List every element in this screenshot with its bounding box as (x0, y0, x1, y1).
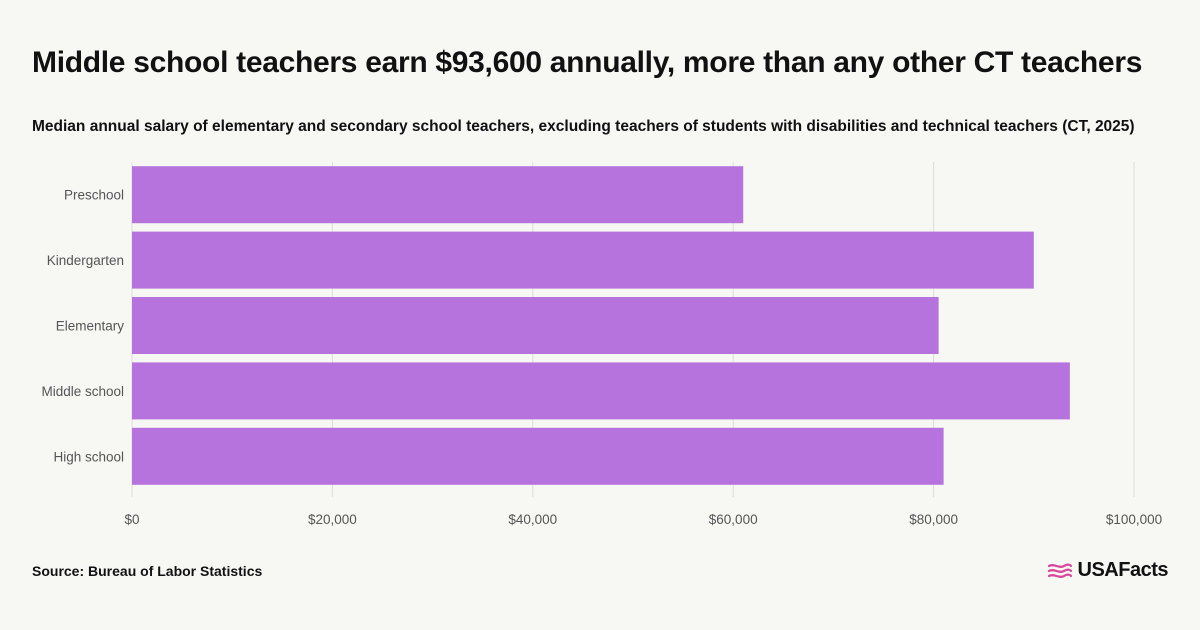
logo-text: USAFacts (1077, 559, 1169, 581)
usafacts-logo: USAFacts (1047, 559, 1169, 582)
x-axis-tick-labels: $0 $20,000 $40,000 $60,000 $80,000 $100,000 (124, 512, 1162, 527)
bars (132, 166, 1070, 485)
x-tick-label: $80,000 (909, 512, 958, 527)
bar-preschool (132, 166, 744, 224)
x-tick-label: $0 (124, 512, 139, 527)
category-label: High school (53, 449, 124, 464)
category-labels: Preschool Kindergarten Elementary Middle sc… (41, 188, 124, 465)
source-note: Source: Bureau of Labor Statistics (32, 563, 263, 579)
category-label: Kindergarten (47, 253, 124, 268)
x-tick-label: $60,000 (709, 512, 758, 527)
category-label: Elementary (56, 319, 125, 334)
bar-middle-school (132, 362, 1070, 420)
category-label: Middle school (41, 384, 124, 399)
category-label: Preschool (64, 188, 124, 203)
bar-chart: Preschool Kindergarten Elementary Middle sc… (41, 162, 1162, 527)
x-tick-label: $100,000 (1106, 512, 1162, 527)
chart-subtitle: Median annual salary of elementary and s… (32, 118, 1135, 135)
us-flag-icon (1047, 563, 1072, 578)
bar-kindergarten (132, 231, 1034, 289)
bar-elementary (132, 297, 939, 354)
chart-title: Middle school teachers earn $93,600 annu… (32, 46, 1143, 79)
bar-high-school (132, 427, 944, 485)
x-tick-label: $20,000 (308, 512, 357, 527)
x-tick-label: $40,000 (508, 512, 557, 527)
